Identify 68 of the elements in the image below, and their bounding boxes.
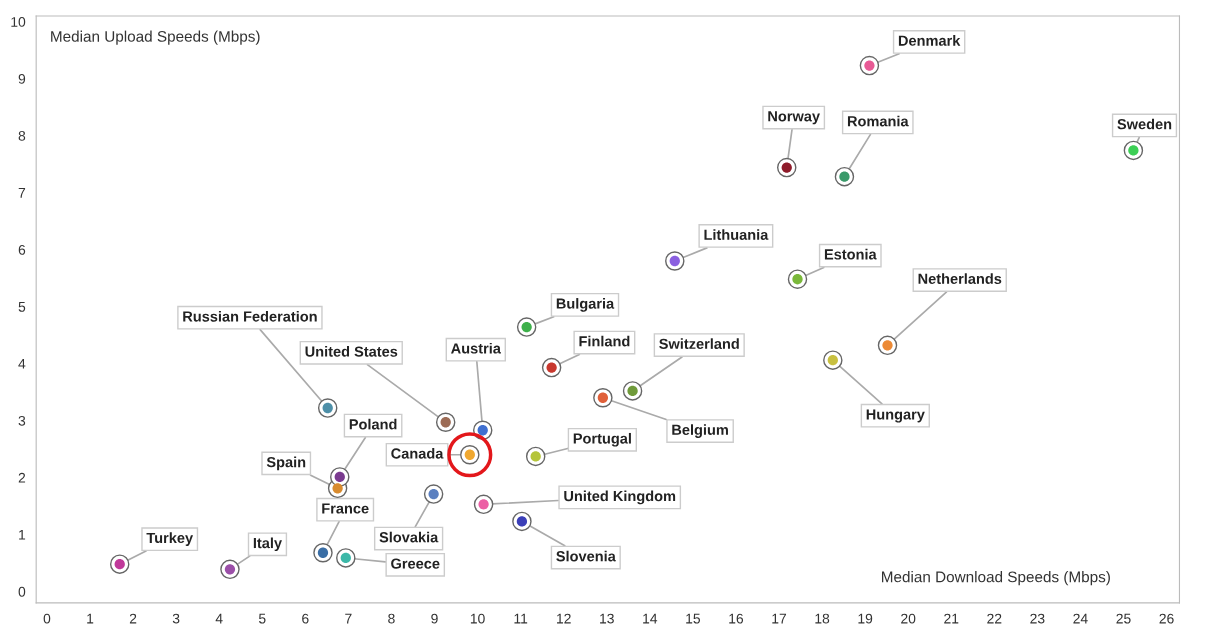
annotation: Belgium <box>672 424 728 438</box>
x-tick-label: 13 <box>600 613 614 624</box>
point <box>447 432 493 478</box>
x-tick-label: 6 <box>302 613 309 624</box>
x-tick-label: 10 <box>470 613 485 624</box>
x-tick-label: 12 <box>557 613 571 624</box>
x-tick-label: 7 <box>345 613 352 624</box>
annotation: Poland <box>349 418 397 430</box>
x-tick-label: 0 <box>43 613 51 624</box>
y-tick-label: 10 <box>11 16 26 27</box>
x-tick-label: 4 <box>215 613 223 624</box>
annotation: Austria <box>451 342 501 354</box>
annotation: Slovenia <box>556 550 616 562</box>
x-tick-label: 21 <box>944 613 959 624</box>
x-tick-label: 24 <box>1073 613 1088 624</box>
annotation: France <box>322 503 369 514</box>
x-tick-label: 19 <box>858 613 873 624</box>
annotation: United States <box>305 346 398 357</box>
annotation: Spain <box>266 456 306 471</box>
annotation: Portugal <box>573 432 631 447</box>
x-tick-label: 9 <box>431 613 438 624</box>
annotation: Lithuania <box>704 229 769 240</box>
y-tick-label: 1 <box>19 530 26 540</box>
x-tick-label: 25 <box>1116 613 1131 624</box>
x-axis-title: Median Download Speeds (Mbps) <box>882 571 1110 586</box>
annotation: Finland <box>579 335 630 347</box>
annotation: Italy <box>253 537 282 552</box>
annotation: Canada <box>391 447 444 459</box>
y-tick-label: 0 <box>18 586 26 597</box>
y-tick-label: 9 <box>18 73 26 84</box>
annotation: United Kingdom <box>564 490 676 505</box>
point <box>330 467 350 487</box>
x-tick-label: 22 <box>987 613 1002 624</box>
x-tick-label: 17 <box>772 613 787 624</box>
y-tick-label: 4 <box>18 359 26 369</box>
x-tick-label: 11 <box>514 613 528 624</box>
y-tick-label: 3 <box>18 415 26 426</box>
annotation: Estonia <box>824 248 877 260</box>
x-tick-label: 20 <box>901 613 916 624</box>
x-tick-label: 26 <box>1159 613 1174 624</box>
annotation: Bulgaria <box>556 298 615 312</box>
x-tick-label: 1 <box>87 613 94 624</box>
x-tick-label: 5 <box>258 613 266 624</box>
annotation: Netherlands <box>918 273 1002 284</box>
annotation: Greece <box>391 558 440 569</box>
y-tick-label: 5 <box>18 302 26 312</box>
x-tick-label: 16 <box>729 613 744 624</box>
x-tick-label: 23 <box>1030 613 1045 624</box>
annotation: Slovakia <box>379 531 439 543</box>
x-tick-label: 2 <box>129 613 137 624</box>
y-tick-label: 7 <box>18 188 26 198</box>
annotation: Norway <box>768 111 820 125</box>
y-tick-label: 8 <box>18 130 26 141</box>
y-tick-label: 6 <box>18 244 26 255</box>
x-tick-label: 3 <box>172 613 180 624</box>
annotation: Turkey <box>146 532 194 546</box>
annotation: Sweden <box>1117 118 1172 130</box>
x-tick-label: 14 <box>643 613 658 624</box>
x-tick-label: 15 <box>686 613 701 624</box>
y-tick-label: 2 <box>18 472 26 483</box>
x-tick-label: 18 <box>815 613 830 624</box>
annotation: Russian Federation <box>183 310 317 322</box>
annotation: Switzerland <box>659 338 739 349</box>
annotation: Denmark <box>898 35 961 46</box>
annotation: Romania <box>847 115 909 127</box>
annotation: Hungary <box>866 409 925 423</box>
y-axis-title: Median Upload Speeds (Mbps) <box>51 30 260 45</box>
x-tick-label: 8 <box>388 613 395 624</box>
